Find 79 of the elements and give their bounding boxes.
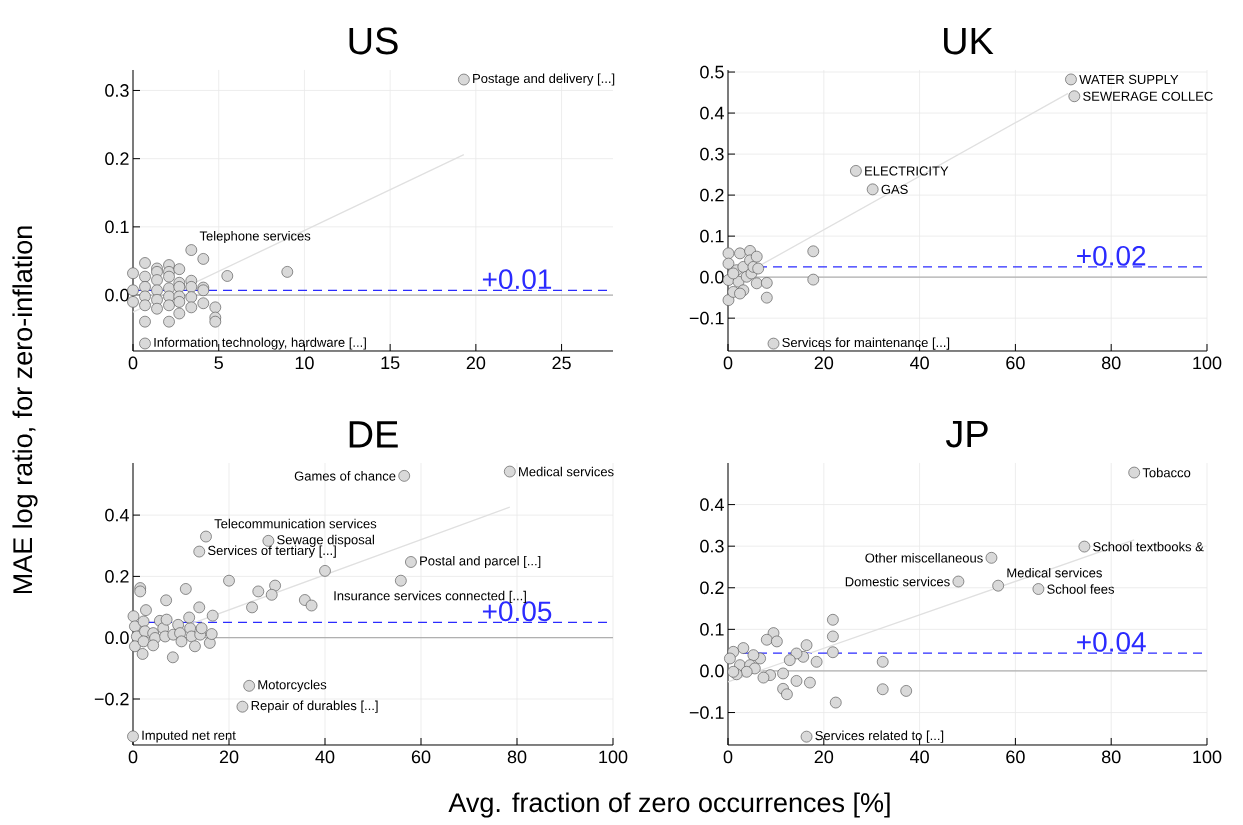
x-tick-label: 0 bbox=[723, 356, 733, 370]
y-tick-label: 0.1 bbox=[700, 622, 724, 636]
y-tick-label: 0.4 bbox=[700, 498, 724, 511]
y-tick-label: 0.1 bbox=[105, 220, 129, 234]
annotation: WATER SUPPLY bbox=[1079, 74, 1179, 85]
ref-line-label: +0.02 bbox=[1077, 245, 1146, 266]
y-tick-label: 0.4 bbox=[105, 508, 129, 522]
annotation: Tobacco bbox=[1142, 467, 1191, 478]
annotation: ELECTRICITY bbox=[865, 166, 949, 176]
y-tick-label: 0.1 bbox=[700, 229, 724, 243]
y-tick-label: 0.0 bbox=[700, 664, 724, 678]
x-tick-label: 40 bbox=[315, 750, 335, 764]
annotation: GAS bbox=[881, 184, 908, 194]
x-tick-label: 80 bbox=[507, 750, 527, 764]
annotation: Telephone services bbox=[199, 230, 311, 244]
y-tick-label: 0.2 bbox=[105, 570, 129, 583]
annotation: School fees bbox=[1047, 584, 1115, 594]
y-tick-label: 0.0 bbox=[105, 631, 129, 645]
annotation: Sewage disposal bbox=[277, 534, 374, 547]
ref-line-label: +0.05 bbox=[482, 601, 552, 622]
x-tick-label: 100 bbox=[599, 750, 628, 764]
x-tick-label: 20 bbox=[814, 750, 834, 764]
y-tick-label: 0.2 bbox=[700, 581, 724, 595]
x-tick-label: 80 bbox=[1101, 750, 1121, 764]
annotation: Services of tertiary [...] bbox=[208, 545, 336, 558]
annotation: Telecommunication services bbox=[214, 518, 377, 529]
annotation: Domestic services bbox=[845, 576, 950, 587]
y-tick-label: −0.1 bbox=[689, 706, 724, 719]
annotation: Imputed net rent bbox=[142, 730, 236, 743]
x-tick-label: 80 bbox=[1101, 356, 1121, 370]
x-tick-label: 20 bbox=[219, 750, 239, 764]
x-tick-label: 100 bbox=[1193, 356, 1222, 370]
y-tick-label: 0.3 bbox=[700, 539, 724, 553]
y-tick-label: −0.2 bbox=[94, 692, 129, 706]
x-tick-label: 20 bbox=[814, 356, 834, 370]
x-tick-label: 60 bbox=[1006, 750, 1025, 764]
x-tick-label: 0 bbox=[128, 750, 138, 764]
annotation: Medical services bbox=[519, 466, 614, 477]
x-tick-label: 100 bbox=[1193, 750, 1222, 764]
annotation: Postal and parcel [...] bbox=[420, 555, 541, 569]
y-tick-label: 0.2 bbox=[105, 152, 129, 166]
annotation: Services related to [...] bbox=[815, 730, 944, 743]
chart-title: DE bbox=[349, 421, 398, 448]
x-tick-label: 20 bbox=[466, 356, 486, 370]
x-tick-label: 60 bbox=[1006, 356, 1025, 370]
chart-title: UK bbox=[944, 27, 994, 55]
annotation: Motorcycles bbox=[258, 679, 327, 692]
annotation: Repair of durables [...] bbox=[251, 700, 378, 713]
y-tick-label: 0.0 bbox=[105, 288, 129, 302]
x-tick-label: 0 bbox=[128, 356, 138, 370]
y-tick-label: 0.0 bbox=[700, 270, 724, 284]
annotation: Medical services bbox=[1007, 567, 1102, 578]
annotation: Information technology, hardware [...] bbox=[154, 337, 366, 350]
annotation: School textbooks & bbox=[1093, 541, 1204, 552]
y-tick-label: −0.1 bbox=[689, 311, 724, 325]
x-tick-label: 0 bbox=[723, 750, 733, 764]
x-tick-label: 25 bbox=[552, 356, 571, 370]
x-tick-label: 5 bbox=[214, 356, 223, 370]
chart-title: US bbox=[349, 27, 398, 55]
y-tick-label: 0.4 bbox=[700, 106, 724, 120]
y-axis-title: MAE log ratio, for zero-inflation bbox=[12, 226, 38, 594]
x-tick-label: 15 bbox=[381, 356, 400, 370]
x-tick-label: 40 bbox=[910, 356, 929, 370]
y-tick-label: 0.2 bbox=[700, 188, 724, 202]
ref-line-label: +0.01 bbox=[482, 269, 552, 290]
ref-line-label: +0.04 bbox=[1077, 632, 1146, 652]
chart-title: JP bbox=[945, 420, 988, 448]
annotation: Services for maintenance [...] bbox=[782, 337, 950, 350]
y-tick-label: 0.5 bbox=[700, 65, 724, 79]
y-tick-label: 0.3 bbox=[105, 84, 129, 97]
x-tick-label: 60 bbox=[411, 750, 431, 764]
x-axis-title: Avg. fraction of zero occurrences [%] bbox=[448, 792, 890, 818]
annotation: Other miscellaneous bbox=[865, 553, 983, 563]
y-tick-label: 0.3 bbox=[700, 147, 724, 161]
x-tick-label: 40 bbox=[910, 750, 929, 764]
x-tick-label: 10 bbox=[295, 356, 314, 370]
annotation: Games of chance bbox=[294, 471, 396, 481]
annotation: SEWERAGE COLLEC bbox=[1083, 91, 1213, 101]
annotation: Postage and delivery [...] bbox=[473, 73, 615, 86]
